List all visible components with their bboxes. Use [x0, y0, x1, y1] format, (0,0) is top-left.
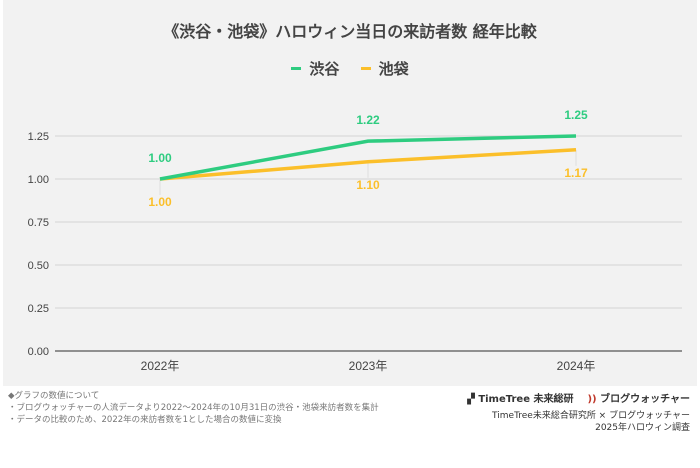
blogwatcher-logo: )) ブログウォッチャー — [587, 394, 690, 405]
y-tick-label: 0.00 — [28, 346, 49, 358]
survey-name: 2025年ハロウィン調査 — [595, 423, 690, 433]
y-tick-label: 0.25 — [28, 303, 49, 315]
series-line-渋谷 — [159, 134, 577, 181]
line-chart: 0.00 0.25 0.50 0.75 1.00 1.25 2022年 2023年 2024年 1… — [28, 108, 682, 373]
data-label: 1.25 — [564, 108, 588, 122]
legend-item-shibuya: 渋谷 — [291, 58, 339, 79]
data-label: 1.00 — [148, 195, 172, 209]
data-label: 1.17 — [564, 166, 588, 180]
legend: 渋谷 池袋 — [0, 56, 700, 79]
legend-label: 池袋 — [378, 60, 409, 78]
chart-panel — [3, 0, 697, 386]
data-label: 1.10 — [356, 178, 380, 192]
x-tick-label: 2022年 — [141, 359, 180, 373]
credit: TimeTree未来総合研究所 × ブログウォッチャー — [492, 411, 690, 421]
y-tick-label: 0.50 — [28, 260, 49, 272]
note-line: ・データの比較のため、2022年の来訪者数を1とした場合の数値に変換 — [8, 415, 282, 425]
legend-label: 渋谷 — [309, 60, 340, 78]
y-tick-label: 1.25 — [28, 131, 49, 143]
y-tick-label: 1.00 — [28, 174, 49, 186]
x-tick-label: 2023年 — [349, 359, 388, 373]
note-heading: ◆グラフの数値について — [8, 391, 100, 401]
legend-swatch — [291, 67, 302, 70]
x-tick-label: 2024年 — [557, 359, 596, 373]
legend-item-ikebukuro: 池袋 — [360, 58, 409, 79]
branding: ▞ TimeTree 未来総研 )) ブログウォッチャー TimeTree未来総… — [467, 394, 690, 434]
note-line: ・ブログウォッチャーの人流データより2022～2024年の10月31日の渋谷・池… — [8, 403, 379, 413]
data-label: 1.00 — [148, 151, 172, 165]
data-label: 1.22 — [356, 113, 380, 127]
chart-title: 《渋谷・池袋》ハロウィン当日の来訪者数 経年比較 — [163, 22, 537, 41]
legend-swatch — [360, 67, 371, 70]
series-line-池袋 — [159, 148, 577, 181]
y-tick-label: 0.75 — [28, 217, 49, 229]
timetree-logo: ▞ TimeTree 未来総研 — [467, 394, 574, 405]
notes: ◆グラフの数値について ・ブログウォッチャーの人流データより2022～2024年… — [8, 390, 379, 426]
